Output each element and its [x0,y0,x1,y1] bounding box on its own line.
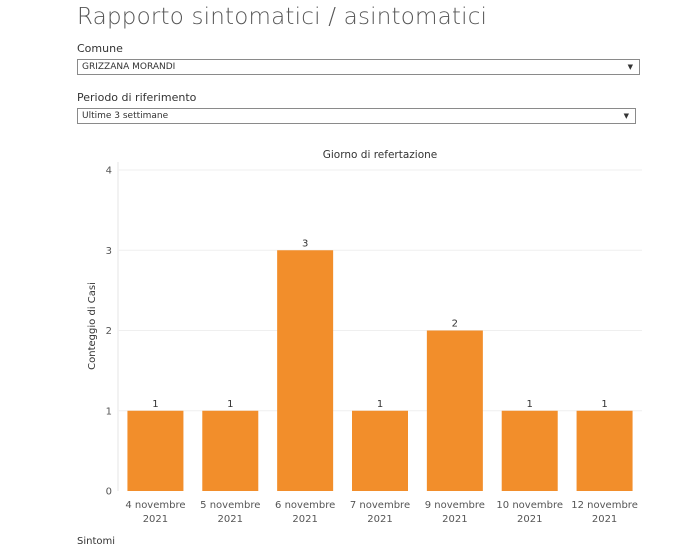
data-label: 1 [227,399,233,410]
y-tick-label: 3 [106,246,112,257]
x-tick-label: 6 novembre [275,500,335,511]
y-tick-label: 2 [106,326,112,337]
x-tick-label-year: 2021 [218,514,243,525]
y-axis-ticks: 0 1 2 3 4 [106,166,112,498]
periodo-select[interactable]: Ultime 3 settimane ▼ [77,108,636,124]
chevron-down-icon: ▼ [623,112,629,120]
bar [277,250,334,491]
y-tick-label: 4 [106,166,112,177]
comune-select[interactable]: GRIZZANA MORANDI ▼ [77,59,640,75]
data-label: 1 [152,399,158,410]
page-title: Rapporto sintomatici / asintomatici [77,4,488,30]
y-tick-label: 0 [106,487,112,498]
data-labels: 1 1 3 1 2 1 1 [152,238,608,410]
bar [127,410,184,491]
comune-label: Comune [77,42,123,55]
x-tick-label: 12 novembre [571,500,638,511]
data-label: 1 [377,399,383,410]
x-tick-label-year: 2021 [292,514,317,525]
x-tick-label-year: 2021 [442,514,467,525]
x-tick-label: 10 novembre [496,500,563,511]
x-tick-label: 9 novembre [425,500,485,511]
data-label: 1 [527,399,533,410]
bar [426,330,483,491]
x-axis-ticks: 4 novembre 2021 5 novembre 2021 6 novembre 20… [125,500,638,525]
periodo-label: Periodo di riferimento [77,91,197,104]
comune-select-value: GRIZZANA MORANDI [82,62,176,72]
bar [352,410,408,491]
chevron-down-icon: ▼ [627,63,633,71]
y-axis-title: Conteggio di Casi [87,282,98,370]
periodo-select-value: Ultime 3 settimane [82,111,169,121]
x-tick-label: 4 novembre [125,500,185,511]
bar [202,410,259,491]
y-tick-label: 1 [106,406,112,417]
chart-title: Giorno di refertazione [323,149,438,161]
data-label: 3 [302,238,308,249]
bars [127,250,633,491]
x-tick-label: 7 novembre [350,500,410,511]
x-tick-label-year: 2021 [517,514,542,525]
data-label: 1 [601,399,607,410]
x-tick-label-year: 2021 [592,514,617,525]
bar [501,410,558,491]
x-tick-label-year: 2021 [367,514,392,525]
bar [576,410,633,491]
x-tick-label-year: 2021 [143,514,168,525]
sintomi-section-title: Sintomi [77,536,116,547]
x-tick-label: 5 novembre [200,500,260,511]
data-label: 2 [452,319,458,330]
